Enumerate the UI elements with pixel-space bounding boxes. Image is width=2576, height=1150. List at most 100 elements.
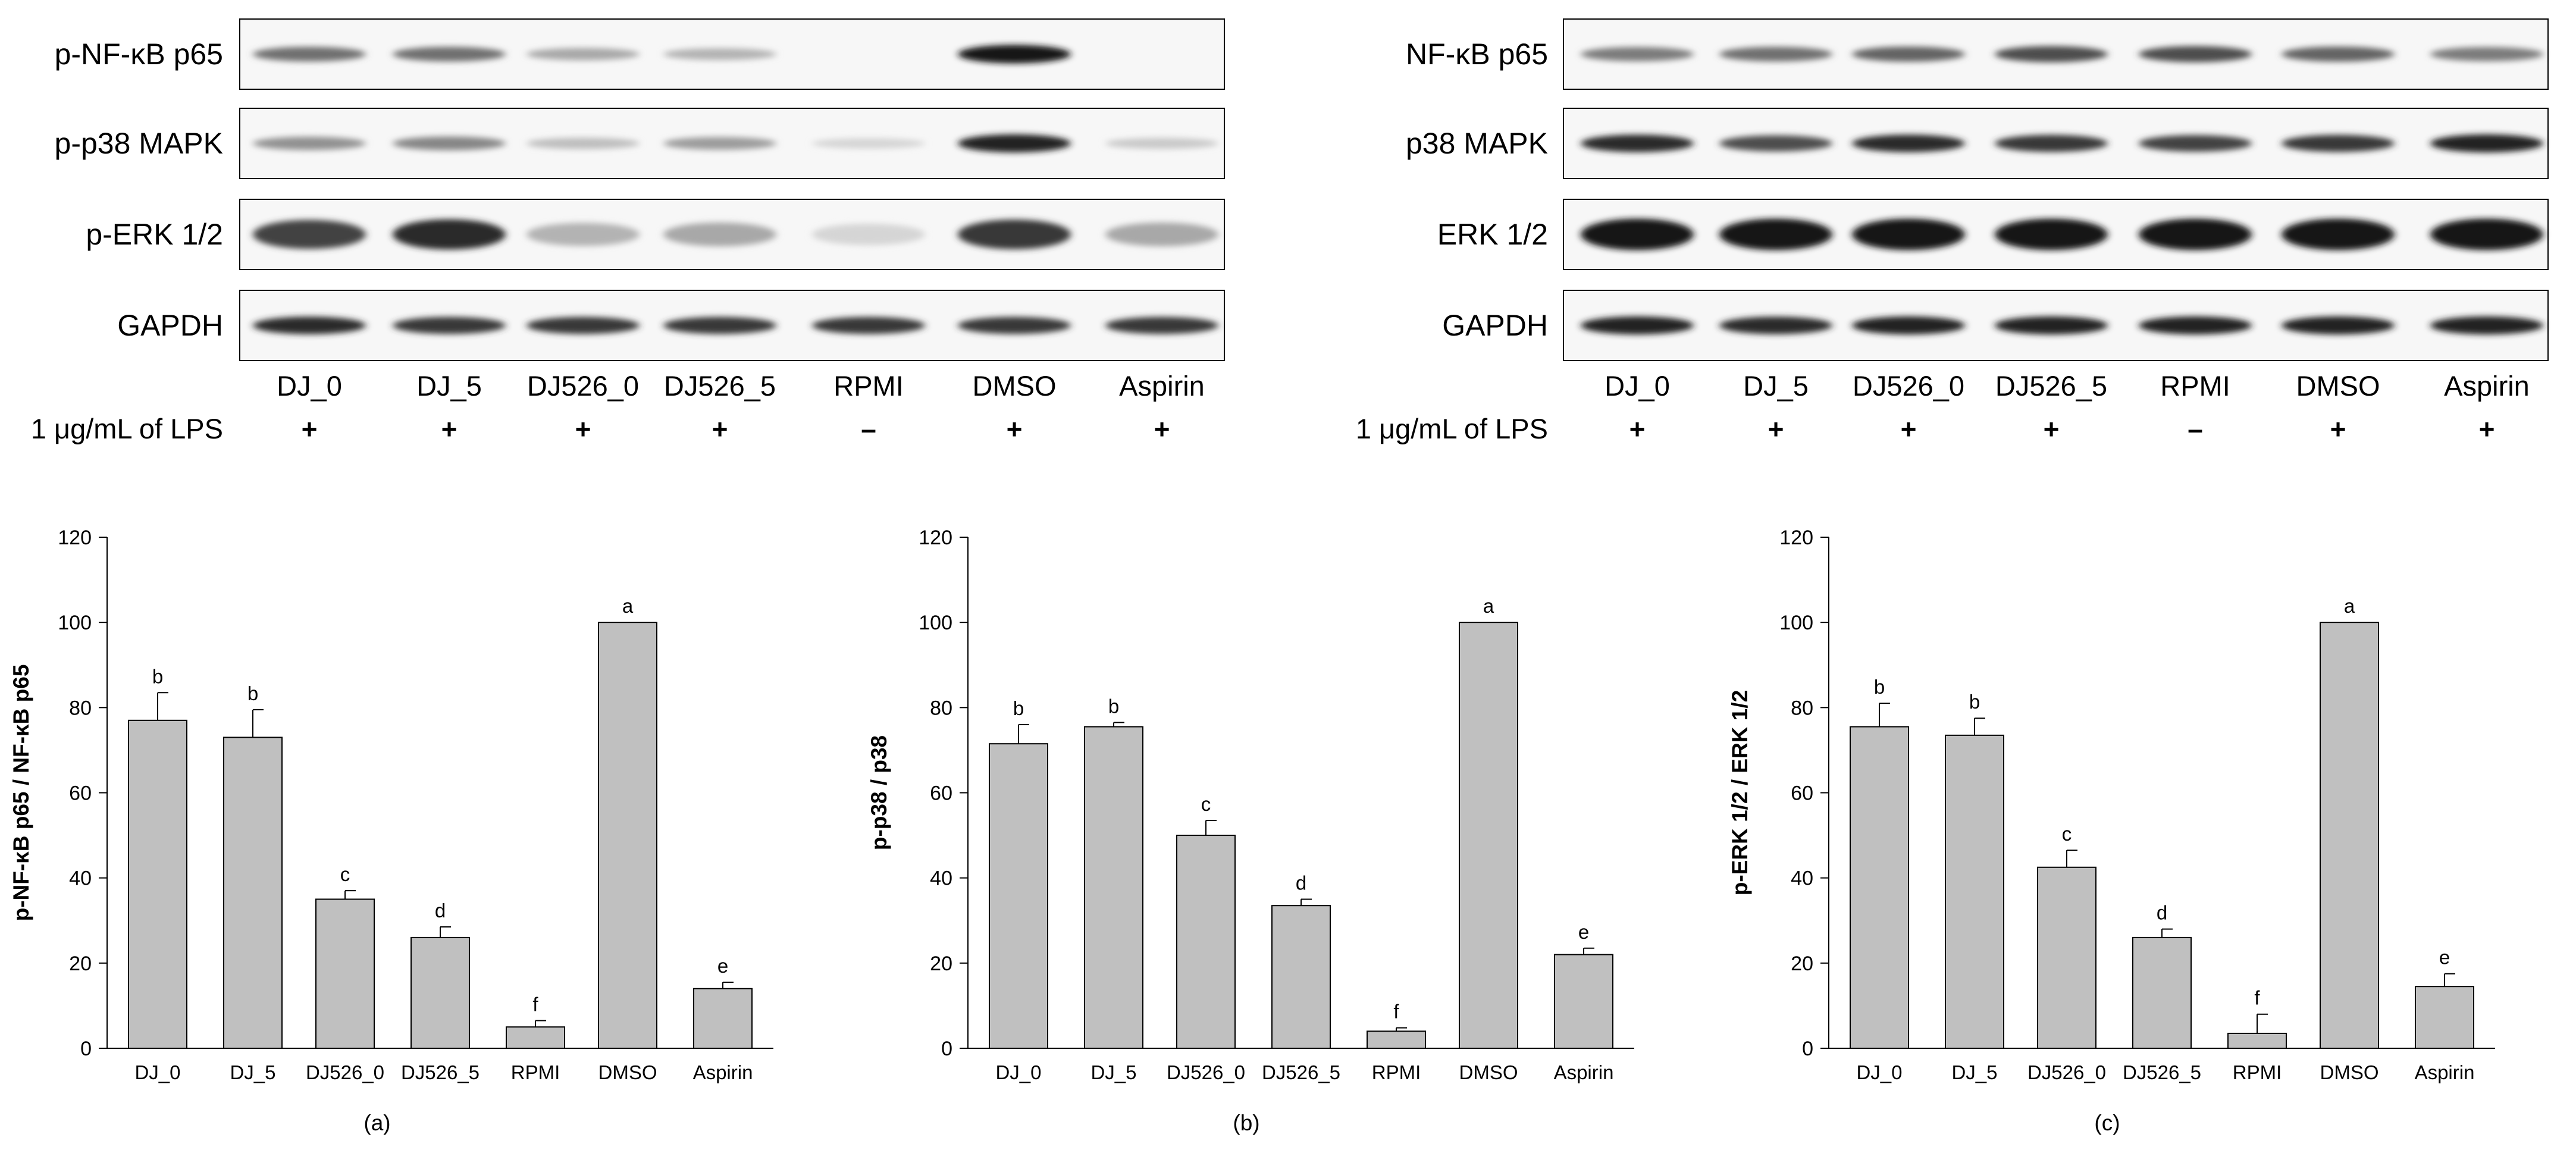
blot-lane-label-5: DMSO — [973, 370, 1057, 402]
bar-4 — [506, 1026, 565, 1049]
significance-letter-0: b — [1874, 676, 1885, 698]
y-tick-label: 100 — [58, 612, 92, 634]
significance-letter-1: b — [1969, 691, 1980, 713]
chart-2: 0 20 40 60 80 100 120 b DJ_0 b DJ_5 c DJ526_0 d DJ526_… — [867, 527, 1634, 1135]
y-tick-label: 0 — [80, 1038, 92, 1060]
y-tick-label: 20 — [930, 952, 952, 975]
y-tick-label: 40 — [69, 867, 92, 890]
blot-band-2-5 — [2282, 218, 2395, 250]
y-tick-label: 80 — [1791, 697, 1813, 719]
significance-letter-5: a — [1483, 595, 1494, 617]
y-tick-label: 120 — [1779, 527, 1813, 549]
x-tick-label-1: DJ_5 — [230, 1061, 275, 1083]
blot-band-1-6 — [1105, 137, 1218, 149]
bar-charts: 0 20 40 60 80 100 120 b DJ_0 b DJ_5 c DJ526_0 d DJ526_… — [9, 527, 2495, 1135]
blot-band-2-4 — [812, 224, 925, 245]
blot-row-label-2: ERK 1/2 — [1437, 218, 1548, 251]
significance-letter-3: d — [1296, 872, 1306, 894]
chart-3: 0 20 40 60 80 100 120 b DJ_0 b DJ_5 c DJ526_0 d DJ526_… — [1728, 527, 2495, 1135]
blot-band-1-1 — [1719, 135, 1832, 152]
y-tick-label: 0 — [941, 1038, 952, 1060]
bar-5 — [2320, 622, 2379, 1049]
blot-band-1-0 — [1581, 134, 1694, 152]
blot-band-0-1 — [1719, 46, 1832, 62]
blot-band-2-0 — [253, 220, 366, 249]
blot-band-3-0 — [1581, 316, 1694, 335]
x-tick-label-4: RPMI — [1372, 1061, 1421, 1083]
panel-caption: (b) — [1233, 1111, 1259, 1135]
blot-band-3-5 — [958, 317, 1071, 334]
bar-3 — [1271, 905, 1331, 1049]
blot-band-0-2 — [527, 48, 640, 61]
bar-6 — [693, 988, 753, 1049]
significance-letter-0: b — [152, 665, 163, 687]
blot-lane-label-6: Aspirin — [1119, 370, 1205, 402]
bar-2 — [1176, 835, 1236, 1049]
y-tick-label: 80 — [930, 697, 952, 719]
y-axis-label: p-NF-κB p65 / NF-κB p65 — [9, 665, 33, 922]
blot-row-label-0: p-NF-κB p65 — [55, 37, 223, 71]
blot-lane-label-6: Aspirin — [2444, 370, 2530, 402]
blot-lps-sign-1: + — [1768, 413, 1784, 444]
blot-band-3-6 — [2430, 316, 2543, 335]
x-tick-label-0: DJ_0 — [995, 1061, 1041, 1083]
blot-band-3-2 — [1852, 316, 1965, 335]
x-tick-label-5: DMSO — [2320, 1061, 2379, 1083]
blot-lps-sign-0: + — [1629, 413, 1646, 444]
blot-lane-label-0: DJ_0 — [1604, 370, 1670, 402]
blot-band-2-1 — [1719, 218, 1832, 250]
blot-row-label-2: p-ERK 1/2 — [86, 218, 223, 251]
blot-lane-label-3: DJ526_5 — [664, 370, 776, 402]
blot-lane-label-4: RPMI — [2160, 370, 2230, 402]
chart-1: 0 20 40 60 80 100 120 b DJ_0 b DJ_5 c DJ526_0 d DJ526_… — [9, 527, 773, 1135]
significance-letter-2: c — [340, 863, 350, 885]
blot-band-2-5 — [958, 220, 1071, 249]
blot-row-label-3: GAPDH — [1442, 309, 1548, 342]
significance-letter-2: c — [1201, 793, 1211, 815]
x-tick-label-5: DMSO — [598, 1061, 657, 1083]
blot-band-3-6 — [1105, 317, 1218, 334]
panel-caption: (a) — [363, 1111, 390, 1135]
blot-band-0-1 — [393, 46, 506, 62]
x-tick-label-1: DJ_5 — [1951, 1061, 1997, 1083]
blot-band-2-3 — [1995, 218, 2108, 250]
significance-letter-0: b — [1013, 697, 1024, 719]
y-axis-label: p-p38 / p38 — [867, 735, 891, 850]
bar-1 — [1084, 726, 1143, 1049]
x-tick-label-0: DJ_0 — [1856, 1061, 1902, 1083]
blot-row-label-1: p-p38 MAPK — [55, 127, 223, 160]
x-tick-label-4: RPMI — [511, 1061, 560, 1083]
blot-band-3-1 — [1719, 317, 1832, 334]
bar-0 — [989, 743, 1048, 1049]
y-tick-label: 40 — [930, 867, 952, 890]
blot-lps-sign-2: + — [575, 413, 591, 444]
x-tick-label-6: Aspirin — [2415, 1061, 2475, 1083]
blot-band-3-5 — [2282, 316, 2395, 335]
blot-lps-sign-1: + — [441, 413, 457, 444]
blot-band-0-5 — [2282, 46, 2395, 62]
x-tick-label-1: DJ_5 — [1090, 1061, 1136, 1083]
blot-band-2-6 — [1105, 223, 1218, 246]
blot-lps-sign-4: – — [861, 413, 876, 444]
blot-band-2-0 — [1581, 218, 1694, 250]
x-tick-label-0: DJ_0 — [134, 1061, 180, 1083]
y-tick-label: 0 — [1802, 1038, 1813, 1060]
blot-band-2-1 — [393, 219, 506, 250]
blot-band-2-2 — [527, 223, 640, 246]
blot-band-3-1 — [393, 317, 506, 334]
blot-lps-sign-3: + — [712, 413, 728, 444]
bar-0 — [1850, 726, 1909, 1049]
blot-lps-label: 1 μg/mL of LPS — [31, 413, 223, 444]
blot-band-0-3 — [1995, 46, 2108, 62]
y-tick-label: 60 — [930, 782, 952, 805]
bar-6 — [2415, 986, 2474, 1049]
blot-band-0-2 — [1852, 46, 1965, 62]
blot-band-1-4 — [2139, 135, 2252, 152]
blot-band-0-0 — [253, 46, 366, 62]
blot-band-3-0 — [253, 317, 366, 334]
significance-letter-6: e — [1578, 921, 1589, 943]
bar-1 — [1945, 734, 2004, 1049]
blot-band-1-6 — [2430, 134, 2543, 153]
blot-lane-label-1: DJ_5 — [1743, 370, 1809, 402]
